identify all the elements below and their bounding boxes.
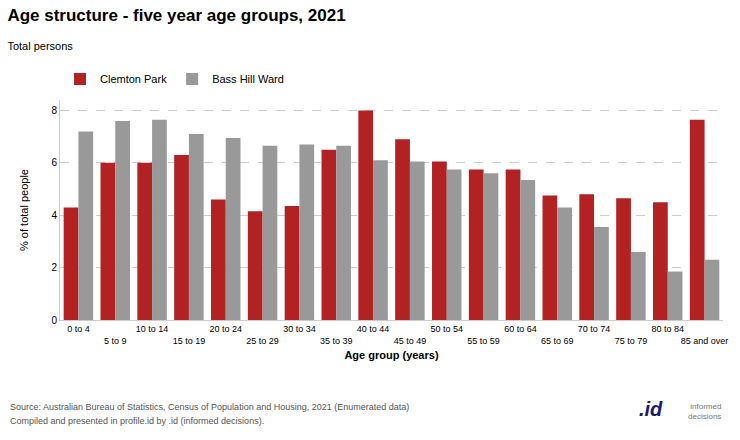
svg-text:Clemton Park: Clemton Park bbox=[100, 73, 167, 85]
svg-text:65 to 69: 65 to 69 bbox=[541, 336, 574, 346]
svg-text:0: 0 bbox=[51, 315, 57, 326]
svg-text:40 to 44: 40 to 44 bbox=[357, 324, 390, 334]
svg-text:60 to 64: 60 to 64 bbox=[504, 324, 537, 334]
svg-text:35 to 39: 35 to 39 bbox=[320, 336, 353, 346]
svg-text:70 to 74: 70 to 74 bbox=[578, 324, 611, 334]
svg-text:Compiled and presented in prof: Compiled and presented in profile.id by … bbox=[10, 416, 264, 426]
svg-text:6: 6 bbox=[51, 157, 57, 168]
svg-text:80 to 84: 80 to 84 bbox=[651, 324, 684, 334]
svg-text:8: 8 bbox=[51, 105, 57, 116]
svg-text:Source: Australian Bureau of S: Source: Australian Bureau of Statistics,… bbox=[10, 402, 409, 412]
svg-text:20 to 24: 20 to 24 bbox=[209, 324, 242, 334]
svg-text:75 to 79: 75 to 79 bbox=[615, 336, 648, 346]
svg-text:25 to 29: 25 to 29 bbox=[246, 336, 279, 346]
svg-text:0 to 4: 0 to 4 bbox=[67, 324, 90, 334]
svg-text:.id: .id bbox=[639, 398, 663, 420]
svg-text:% of total people: % of total people bbox=[18, 169, 30, 251]
svg-text:15 to 19: 15 to 19 bbox=[173, 336, 206, 346]
svg-text:4: 4 bbox=[51, 210, 57, 221]
svg-text:55 to 59: 55 to 59 bbox=[467, 336, 500, 346]
svg-text:45 to 49: 45 to 49 bbox=[394, 336, 427, 346]
svg-text:5 to 9: 5 to 9 bbox=[104, 336, 127, 346]
svg-text:Total persons: Total persons bbox=[7, 40, 73, 52]
svg-text:Bass Hill Ward: Bass Hill Ward bbox=[212, 73, 284, 85]
svg-text:2: 2 bbox=[51, 262, 57, 273]
svg-text:85 and over: 85 and over bbox=[681, 336, 729, 346]
svg-text:50 to 54: 50 to 54 bbox=[430, 324, 463, 334]
svg-text:30 to 34: 30 to 34 bbox=[283, 324, 316, 334]
svg-text:Age structure - five year age: Age structure - five year age groups, 20… bbox=[7, 6, 345, 25]
svg-text:10 to 14: 10 to 14 bbox=[136, 324, 169, 334]
svg-text:informeddecisions: informeddecisions bbox=[688, 402, 721, 421]
svg-text:Age group (years): Age group (years) bbox=[344, 349, 438, 361]
